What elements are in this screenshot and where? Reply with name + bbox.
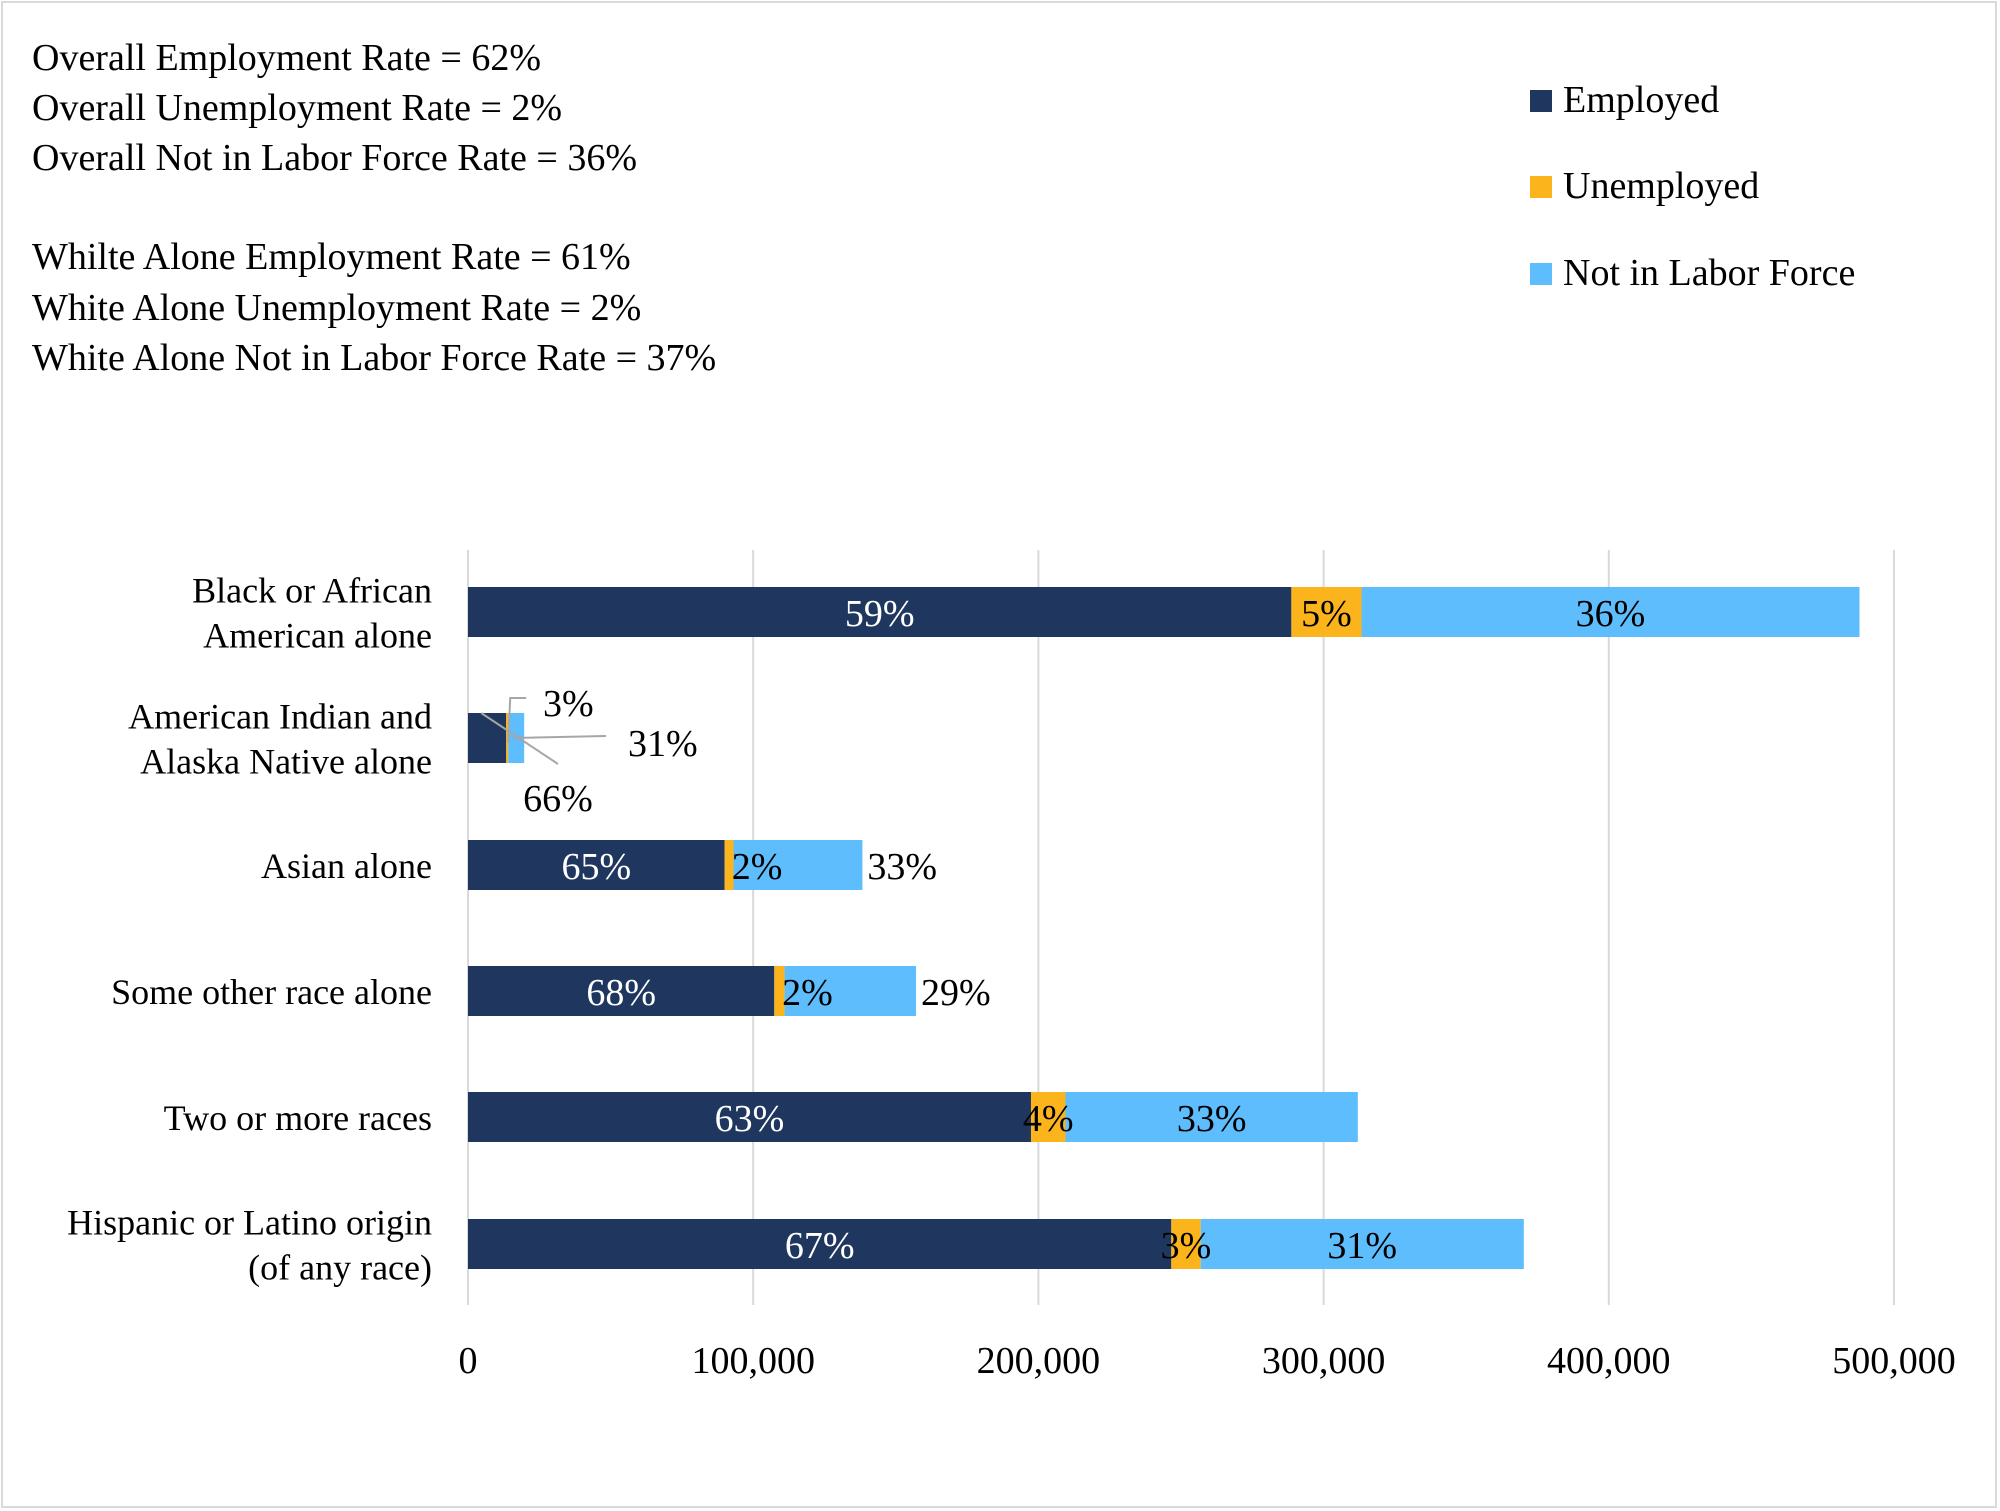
bar-unemployed (724, 840, 734, 890)
bar-employed (468, 966, 775, 1016)
category-label: Some other race alone (111, 972, 432, 1012)
data-label: 31% (1327, 1225, 1397, 1267)
legend-swatch-employed (1530, 90, 1552, 112)
bar-employed (468, 587, 1292, 637)
bar-not-in-labor-force (733, 840, 863, 890)
category-label: Two or more races (164, 1098, 432, 1138)
leader-line (513, 735, 607, 739)
legend-swatch-unemployed (1530, 176, 1552, 198)
x-tick-label: 200,000 (977, 1340, 1101, 1382)
data-label: 3% (1161, 1225, 1212, 1267)
data-label: 31% (628, 723, 698, 765)
category-label: Asian alone (261, 846, 432, 886)
data-label: 63% (715, 1098, 785, 1140)
bar-not-in-labor-force (1200, 1219, 1524, 1269)
bar-not-in-labor-force (1361, 587, 1860, 637)
category-label: Alaska Native alone (140, 742, 432, 782)
bar-employed (468, 713, 507, 763)
note-overall-employment: Overall Employment Rate = 62% (32, 37, 541, 79)
x-tick-label: 500,000 (1832, 1340, 1956, 1382)
bar-unemployed (506, 713, 509, 763)
legend-label: Not in Labor Force (1563, 252, 1855, 294)
note-white-unemployment: White Alone Unemployment Rate = 2% (32, 287, 642, 329)
data-label: 29% (921, 972, 991, 1014)
bar-employed (468, 1219, 1172, 1269)
note-white-nilf: White Alone Not in Labor Force Rate = 37… (32, 337, 717, 379)
bar-employed (468, 1092, 1031, 1142)
bar-not-in-labor-force (784, 966, 917, 1016)
x-tick-label: 0 (459, 1340, 478, 1382)
bar-unemployed (774, 966, 785, 1016)
data-label: 59% (845, 593, 915, 635)
leader-line (507, 697, 527, 744)
category-label: Hispanic or Latino origin (67, 1203, 432, 1243)
category-label: (of any race) (248, 1248, 432, 1288)
data-label: 33% (1177, 1098, 1247, 1140)
data-label: 66% (523, 778, 593, 820)
category-label: American alone (203, 616, 432, 656)
leader-line (480, 712, 559, 765)
legend-label: Unemployed (1563, 165, 1759, 207)
bar-unemployed (1291, 587, 1362, 637)
bar-unemployed (1030, 1092, 1066, 1142)
bar-not-in-labor-force (1065, 1092, 1358, 1142)
category-label: American Indian and (128, 697, 432, 737)
data-label: 4% (1023, 1098, 1074, 1140)
note-overall-unemployment: Overall Unemployment Rate = 2% (32, 87, 563, 129)
note-overall-nilf: Overall Not in Labor Force Rate = 36% (32, 137, 637, 179)
bar-unemployed (1171, 1219, 1201, 1269)
bar-employed (468, 840, 725, 890)
legend-label: Employed (1563, 79, 1719, 121)
note-white-employment: Whilte Alone Employment Rate = 61% (32, 236, 631, 278)
x-tick-label: 400,000 (1547, 1340, 1671, 1382)
category-label: Black or African (192, 571, 432, 611)
data-label: 65% (562, 846, 632, 888)
data-label: 2% (782, 972, 833, 1014)
x-tick-label: 300,000 (1262, 1340, 1386, 1382)
data-label: 68% (586, 972, 656, 1014)
data-label: 36% (1576, 593, 1646, 635)
data-label: 3% (543, 683, 594, 725)
data-label: 2% (732, 846, 783, 888)
x-tick-label: 100,000 (691, 1340, 815, 1382)
data-label: 67% (785, 1225, 855, 1267)
data-label: 33% (867, 846, 937, 888)
legend-swatch-not-in-labor-force (1530, 263, 1552, 285)
data-label: 5% (1301, 593, 1352, 635)
